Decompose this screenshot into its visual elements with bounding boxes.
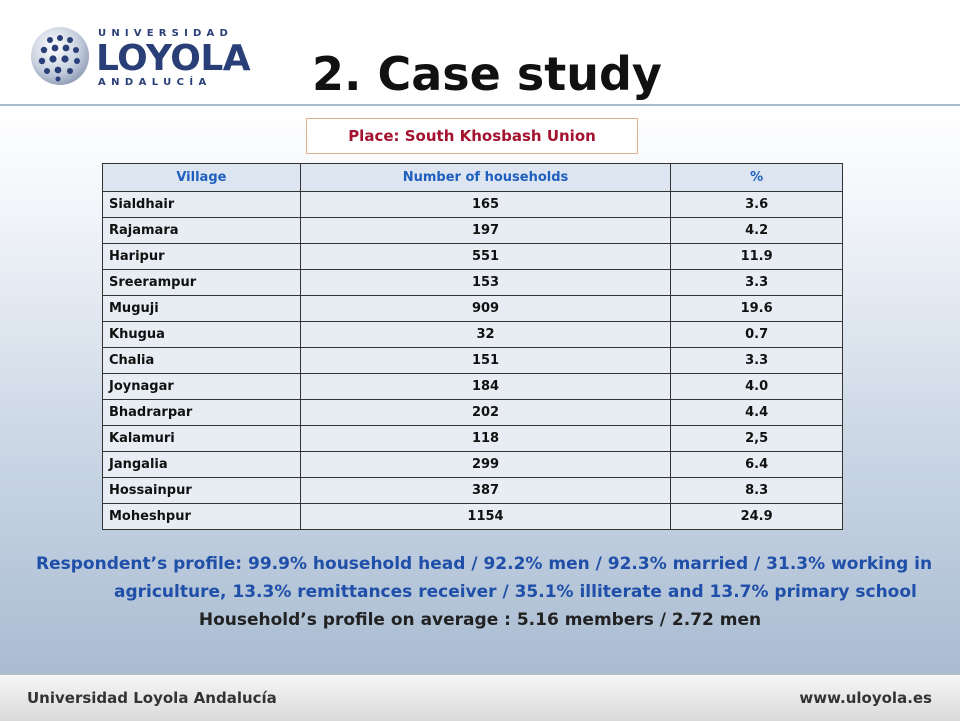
village-cell: Rajamara [102, 217, 301, 244]
village-cell: Joynagar [102, 373, 301, 400]
households-cell: 165 [299, 191, 672, 218]
households-cell: 118 [299, 425, 672, 452]
university-logo: UNIVERSIDAD LOYOLA ANDALUCÍA [30, 26, 251, 90]
percent-cell: 11.9 [670, 243, 843, 270]
table-row: Sialdhair 165 3.6 [102, 191, 843, 218]
households-cell: 551 [299, 243, 672, 270]
percent-cell: 0.7 [670, 321, 843, 348]
table-row: Hossainpur 387 8.3 [102, 477, 843, 504]
village-cell: Bhadrarpar [102, 399, 301, 426]
respondent-profile-line2: agriculture, 13.3% remittances receiver … [114, 582, 917, 602]
table-row: Kalamuri 118 2,5 [102, 425, 843, 452]
percent-cell: 4.2 [670, 217, 843, 244]
households-cell: 299 [299, 451, 672, 478]
table-row: Bhadrarpar 202 4.4 [102, 399, 843, 426]
households-cell: 151 [299, 347, 672, 374]
village-cell: Sialdhair [102, 191, 301, 218]
table-row: Sreerampur 153 3.3 [102, 269, 843, 296]
percent-cell: 3.3 [670, 269, 843, 296]
table-row: Moheshpur 1154 24.9 [102, 503, 843, 530]
column-header-village: Village [102, 163, 301, 192]
slide-header: UNIVERSIDAD LOYOLA ANDALUCÍA 2. Case stu… [0, 0, 960, 104]
logo-wordmark: UNIVERSIDAD LOYOLA ANDALUCÍA [96, 26, 251, 90]
place-box: Place: South Khosbash Union [306, 118, 638, 154]
village-cell: Chalia [102, 347, 301, 374]
table-row: Chalia 151 3.3 [102, 347, 843, 374]
table-row: Jangalia 299 6.4 [102, 451, 843, 478]
households-cell: 32 [299, 321, 672, 348]
village-cell: Jangalia [102, 451, 301, 478]
household-profile: Household’s profile on average : 5.16 me… [198, 610, 762, 630]
respondent-profile-line1: Respondent’s profile: 99.9% household he… [36, 554, 933, 574]
percent-cell: 2,5 [670, 425, 843, 452]
village-cell: Sreerampur [102, 269, 301, 296]
table-row: Rajamara 197 4.2 [102, 217, 843, 244]
households-cell: 184 [299, 373, 672, 400]
slide-footer: Universidad Loyola Andalucía www.uloyola… [0, 674, 960, 721]
households-cell: 387 [299, 477, 672, 504]
table-row: Muguji 909 19.6 [102, 295, 843, 322]
percent-cell: 3.3 [670, 347, 843, 374]
footer-website: www.uloyola.es [799, 689, 932, 707]
village-cell: Moheshpur [102, 503, 301, 530]
respondent-profile: Respondent’s profile: 99.9% household he… [36, 550, 936, 606]
column-header-households: Number of households [299, 163, 672, 192]
households-cell: 153 [299, 269, 672, 296]
logo-bottom-text: ANDALUCÍA [98, 77, 212, 88]
villages-table: Village Number of households % Sialdhair… [102, 163, 843, 530]
table-row: Haripur 551 11.9 [102, 243, 843, 270]
table-header-row: Village Number of households % [102, 163, 843, 192]
table-body: Sialdhair 165 3.6 Rajamara 197 4.2 Haripur 551 1… [102, 191, 843, 530]
percent-cell: 4.4 [670, 399, 843, 426]
footer-university-name: Universidad Loyola Andalucía [27, 689, 277, 707]
households-cell: 202 [299, 399, 672, 426]
percent-cell: 24.9 [670, 503, 843, 530]
logo-main-text: LOYOLA [96, 38, 251, 79]
percent-cell: 8.3 [670, 477, 843, 504]
village-cell: Hossainpur [102, 477, 301, 504]
logo-top-text: UNIVERSIDAD [98, 28, 233, 39]
column-header-percent: % [670, 163, 843, 192]
table-row: Khugua 32 0.7 [102, 321, 843, 348]
village-cell: Khugua [102, 321, 301, 348]
percent-cell: 19.6 [670, 295, 843, 322]
percent-cell: 6.4 [670, 451, 843, 478]
percent-cell: 4.0 [670, 373, 843, 400]
globe-icon [31, 27, 89, 85]
village-cell: Muguji [102, 295, 301, 322]
table-row: Joynagar 184 4.0 [102, 373, 843, 400]
households-cell: 197 [299, 217, 672, 244]
households-cell: 909 [299, 295, 672, 322]
village-cell: Kalamuri [102, 425, 301, 452]
village-cell: Haripur [102, 243, 301, 270]
header-divider [0, 104, 960, 106]
slide-title: 2. Case study [312, 47, 662, 101]
households-cell: 1154 [299, 503, 672, 530]
percent-cell: 3.6 [670, 191, 843, 218]
